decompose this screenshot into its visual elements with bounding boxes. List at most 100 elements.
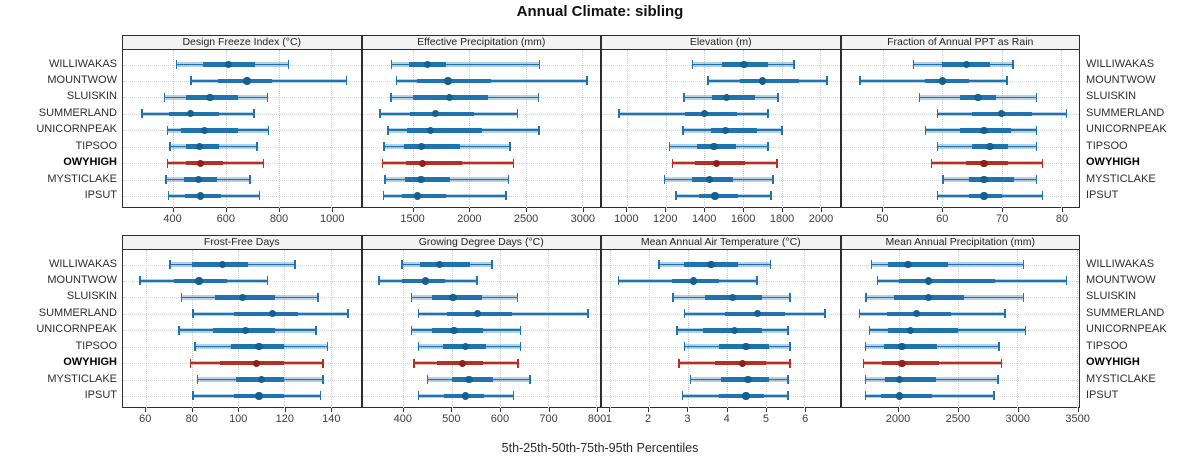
median-dot: [711, 192, 719, 200]
whisker-cap-high: [776, 158, 778, 168]
whisker-cap-high: [319, 391, 322, 401]
site-label-unicornpeak: UNICORNPEAK: [36, 123, 117, 136]
axis-tick-label: 1600: [730, 213, 756, 225]
whisker-cap-high: [789, 358, 791, 368]
gridline: [146, 250, 148, 408]
whisker-cap-high: [777, 92, 779, 102]
whisker-cap-high: [519, 325, 522, 335]
site-label-ipsut: IPSUT: [1086, 388, 1119, 401]
gridline: [581, 50, 583, 208]
gridline: [1061, 50, 1063, 208]
axis-tick-label: 700: [539, 413, 558, 425]
whisker-cap-low: [190, 76, 192, 86]
median-dot: [461, 392, 469, 400]
whisker-cap-high: [1022, 292, 1025, 302]
whisker-cap-low: [379, 109, 381, 119]
median-dot: [980, 192, 988, 200]
iqr-band: [924, 78, 970, 84]
whisker-cap-high: [780, 125, 783, 135]
median-dot: [241, 326, 249, 334]
whisker-cap-low: [194, 342, 197, 352]
whisker-cap-low: [865, 292, 867, 302]
iqr-band: [740, 78, 799, 84]
whisker-cap-high: [294, 260, 296, 270]
whisker-cap-high: [998, 342, 1001, 352]
whisker-cap-low: [141, 109, 144, 119]
site-label-summerland: SUMMERLAND: [1086, 306, 1165, 319]
whisker-cap-low: [410, 292, 413, 302]
axis-tick: [1062, 208, 1064, 212]
median-dot: [424, 60, 432, 69]
whisker-cap-high: [507, 175, 510, 185]
plot-area: [841, 250, 1079, 408]
median-dot: [418, 159, 426, 167]
whisker-cap-high: [586, 76, 588, 86]
gridline: [820, 50, 822, 208]
axis-tick: [191, 408, 193, 412]
panel-elevation-m: Elevation (m): [601, 35, 841, 208]
median-dot: [925, 293, 933, 301]
median-dot: [974, 93, 982, 101]
iqr-band: [405, 160, 463, 166]
axis-tick-label: 2000: [885, 413, 911, 425]
median-dot: [465, 375, 473, 384]
axis-tick: [897, 408, 899, 412]
panel-header: Fraction of Annual PPT as Rain: [841, 36, 1079, 50]
gridline: [525, 50, 527, 208]
axis-tick: [238, 408, 240, 412]
whisker-cap-high: [824, 309, 826, 319]
iqr-band: [884, 377, 936, 382]
axis-tick-label: 1000: [319, 213, 345, 225]
median-dot: [417, 143, 426, 151]
iqr-band: [404, 144, 461, 149]
axis-tick: [469, 208, 471, 212]
median-dot: [450, 326, 458, 334]
site-label-unicornpeak: UNICORNPEAK: [36, 323, 117, 336]
whisker-cap-high: [249, 175, 251, 185]
whisker-cap-high: [317, 292, 319, 302]
iqr-band: [406, 127, 482, 133]
whisker-cap-low: [381, 158, 384, 168]
panel-header: Mean Annual Air Temperature (°C): [602, 236, 840, 250]
axis-tick-label: 800: [269, 213, 289, 225]
axis-tick-label: 60: [936, 213, 949, 225]
whisker-cap-high: [253, 109, 255, 119]
iqr-band: [881, 393, 932, 399]
axis-tick-label: 1800: [769, 213, 795, 225]
median-dot: [980, 126, 988, 134]
gridline: [284, 250, 286, 408]
whisker-cap-low: [192, 391, 194, 401]
whisker-cap-high: [787, 391, 789, 401]
axis-tick: [821, 208, 823, 212]
axis-tick-label: 80: [1055, 213, 1069, 225]
gridline: [192, 250, 194, 408]
gridline: [499, 250, 501, 408]
site-label-williwakas: WILLIWAKAS: [1086, 57, 1155, 70]
iqr-band: [409, 111, 475, 117]
median-dot: [195, 143, 204, 151]
iqr-band: [432, 327, 483, 333]
median-dot: [710, 143, 718, 151]
panel-fraction-of-annual-ppt-as-rain: Fraction of Annual PPT as Rain: [840, 35, 1080, 208]
iqr-band: [219, 360, 285, 366]
whisker-cap-high: [787, 375, 789, 385]
median-dot: [744, 375, 752, 384]
axis-tick: [582, 208, 584, 212]
axis-tick: [665, 208, 667, 212]
median-dot: [913, 310, 921, 318]
whisker-line: [390, 63, 541, 66]
chart-title: Annual Climate: sibling: [516, 3, 684, 20]
whisker-cap-low: [417, 391, 420, 401]
site-label-owyhigh: OWYHIGH: [1086, 156, 1140, 169]
whisker-cap-high: [1004, 309, 1006, 319]
panel-header: Elevation (m): [602, 36, 840, 50]
axis-tick-label: 6: [802, 413, 809, 425]
site-label-summerland: SUMMERLAND: [1086, 106, 1165, 119]
site-label-owyhigh: OWYHIGH: [1086, 356, 1140, 369]
whisker-cap-high: [315, 325, 317, 335]
whisker-cap-high: [512, 158, 515, 168]
median-dot: [186, 110, 194, 118]
median-dot: [417, 175, 425, 184]
axis-tick: [284, 408, 286, 412]
whisker-cap-low: [668, 142, 671, 152]
